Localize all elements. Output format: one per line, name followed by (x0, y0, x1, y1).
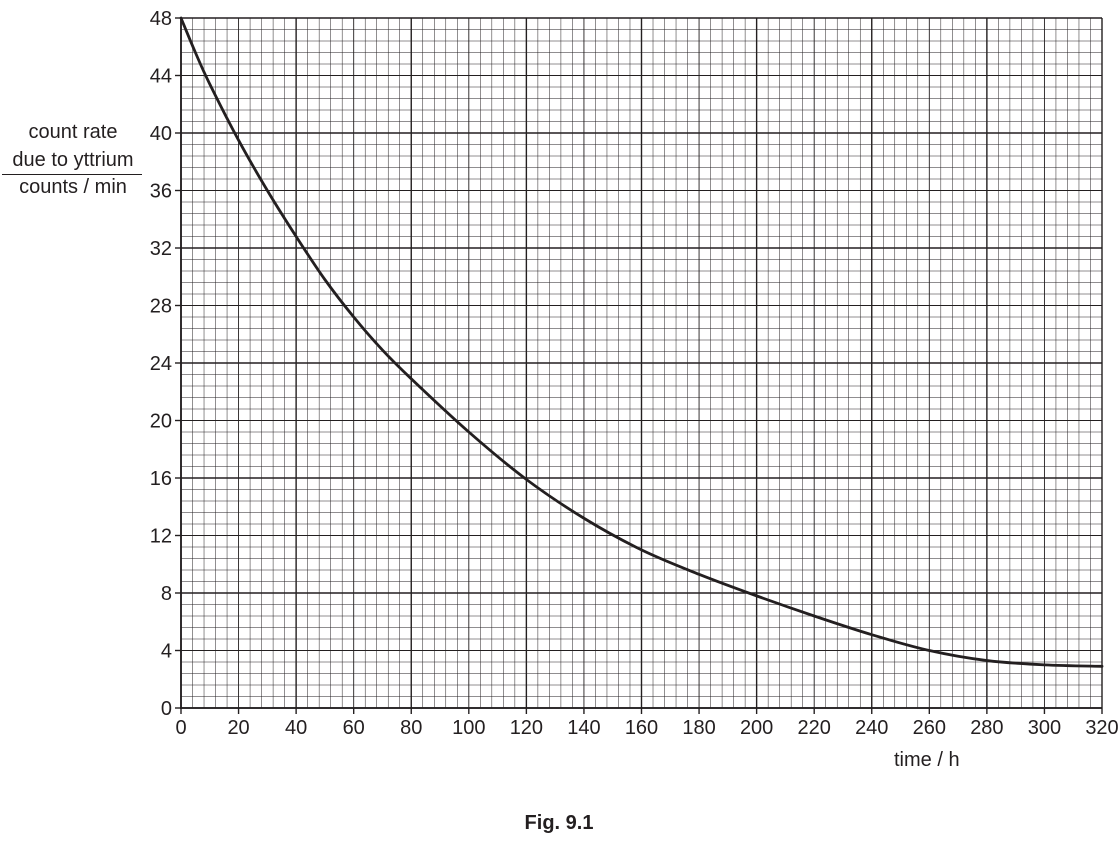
x-tick-label: 260 (913, 717, 946, 739)
x-tick-label: 180 (682, 717, 715, 739)
series-layer (179, 16, 1104, 668)
x-tick-label: 220 (798, 717, 831, 739)
y-tick-label: 4 (161, 641, 172, 663)
y-tick-label: 28 (150, 296, 172, 318)
y-tick-label: 40 (150, 123, 172, 145)
y-tick-label: 48 (150, 8, 172, 30)
y-axis-label-line-3: counts / min (19, 176, 127, 198)
y-tick-label: 12 (150, 526, 172, 548)
x-tick-label: 320 (1085, 717, 1118, 739)
x-tick-label: 100 (452, 717, 485, 739)
grid (180, 17, 1103, 709)
x-tick-label: 140 (567, 717, 600, 739)
series-line (179, 16, 1104, 668)
y-tick-label: 0 (161, 698, 172, 720)
y-axis-label-line-1: count rate (28, 121, 118, 143)
y-axis-label: count rate due to yttrium counts / min (0, 118, 146, 201)
x-tick-label: 0 (175, 717, 186, 739)
x-tick-label: 20 (227, 717, 249, 739)
y-axis-label-fraction-line (2, 174, 142, 175)
y-tick-label: 44 (150, 66, 172, 88)
figure-caption: Fig. 9.1 (524, 812, 594, 834)
x-tick-label: 300 (1028, 717, 1061, 739)
y-tick-label: 32 (150, 238, 172, 260)
y-tick-label: 20 (150, 411, 172, 433)
x-axis-label: time / h (894, 749, 960, 771)
y-tick-label: 36 (150, 181, 172, 203)
y-tick-label: 8 (161, 583, 172, 605)
x-tick-label: 280 (970, 717, 1003, 739)
axes (175, 17, 1103, 714)
x-tick-label: 80 (400, 717, 422, 739)
x-tick-label: 240 (855, 717, 888, 739)
x-tick-label: 40 (285, 717, 307, 739)
x-tick-label: 200 (740, 717, 773, 739)
x-tick-label: 120 (510, 717, 543, 739)
y-tick-label: 24 (150, 353, 172, 375)
x-tick-label: 60 (343, 717, 365, 739)
x-tick-label: 160 (625, 717, 658, 739)
y-tick-label: 16 (150, 468, 172, 490)
y-axis-label-line-2: due to yttrium (12, 149, 134, 171)
